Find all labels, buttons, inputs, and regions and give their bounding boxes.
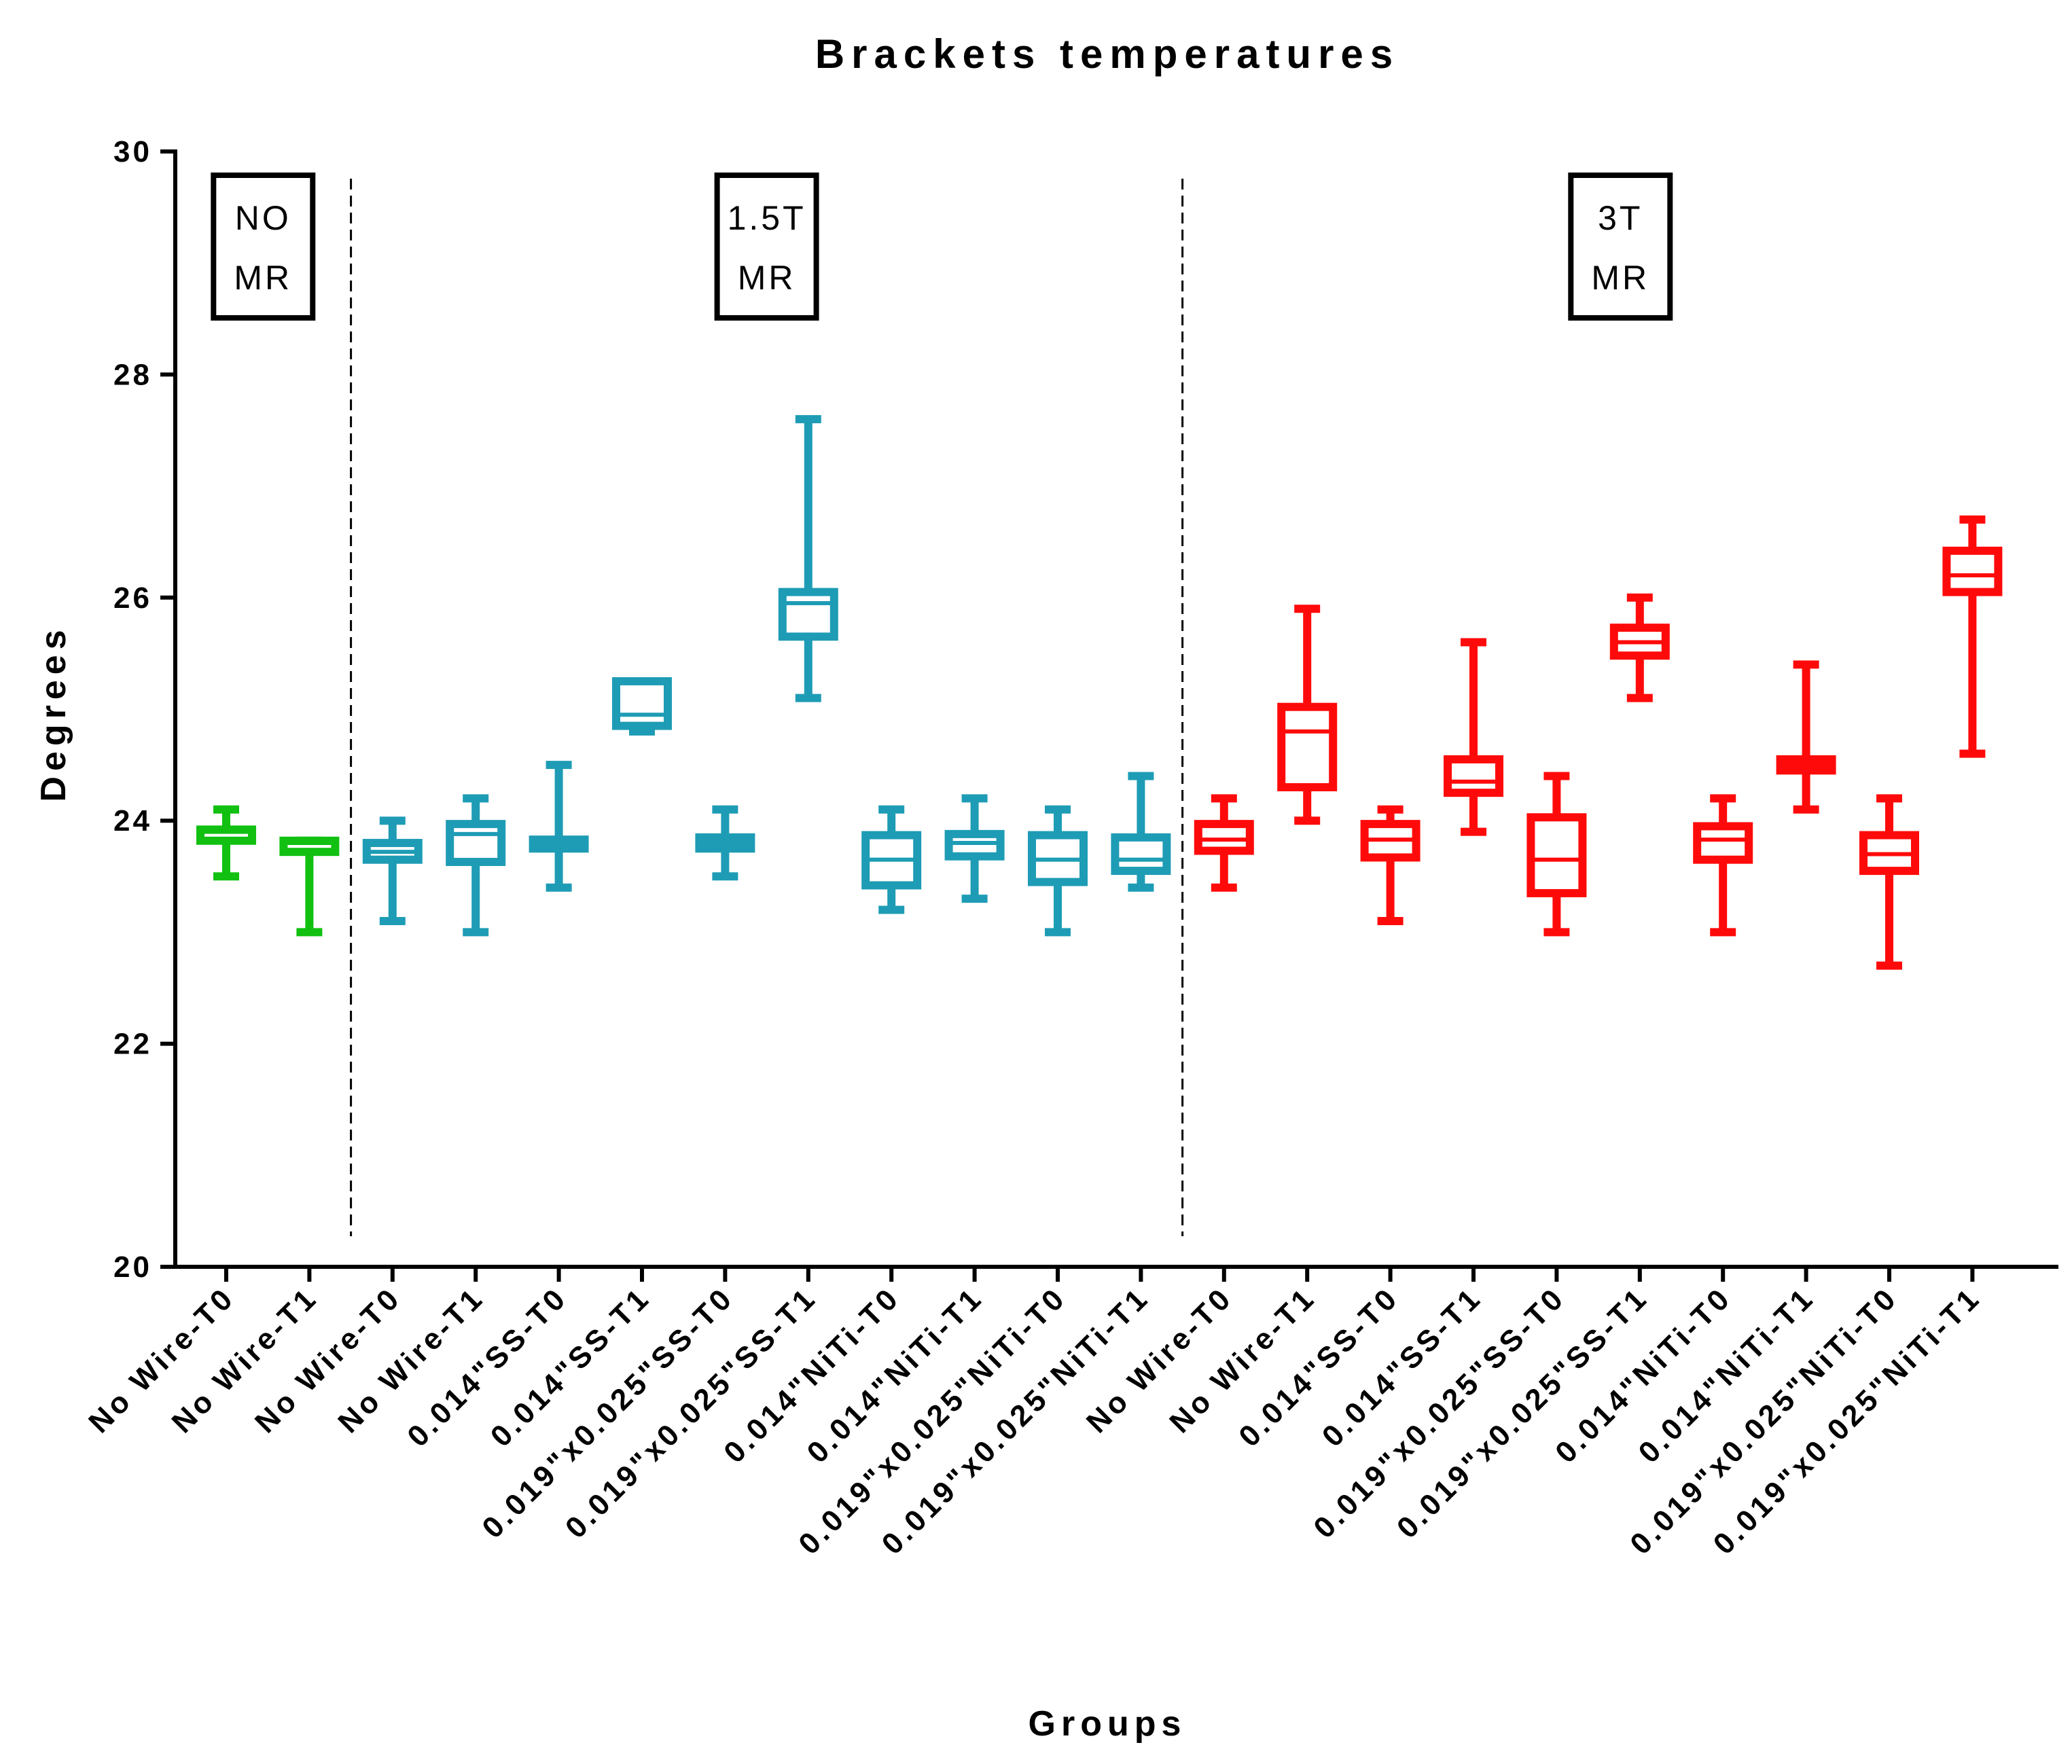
iqr-box xyxy=(1693,822,1753,864)
box-plot-22 xyxy=(1942,515,2003,758)
box-plot-15 xyxy=(1360,805,1421,925)
y-tick-label: 20 xyxy=(113,1250,152,1284)
group-label-text: 1.5T xyxy=(728,199,806,237)
box-plot-3 xyxy=(362,816,423,925)
group-label-text: MR xyxy=(1591,259,1649,297)
x-tick-label: No Wire-T1 xyxy=(166,1280,325,1439)
iqr-box xyxy=(1942,546,2003,596)
x-tick-label: No Wire-T1 xyxy=(1163,1280,1322,1439)
y-axis-label: Degrees xyxy=(34,624,73,802)
y-tick-label: 22 xyxy=(113,1028,152,1061)
group-label-box: 1.5T MR xyxy=(714,173,819,321)
iqr-box xyxy=(1111,833,1171,876)
box-plot-1 xyxy=(196,805,256,881)
axes: 20 22 24 26 28 30 xyxy=(113,135,2058,1284)
box-plot-21 xyxy=(1859,794,1919,970)
x-tick-label: No Wire-T0 xyxy=(1080,1280,1239,1439)
group-labels: NO MR 1.5T MR 3T MR xyxy=(211,173,1673,321)
y-tick-label: 28 xyxy=(113,358,152,391)
iqr-box xyxy=(1444,755,1503,797)
iqr-box xyxy=(944,829,1005,861)
x-tick-label: No Wire-T1 xyxy=(332,1280,490,1439)
chart-title: Brackets temperatures xyxy=(815,31,1399,77)
box-plot-5 xyxy=(529,761,589,892)
y-tick-label: 24 xyxy=(113,804,152,838)
y-tick-label: 30 xyxy=(113,135,152,168)
group-label-box: NO MR xyxy=(211,173,316,321)
box-plot-17 xyxy=(1526,772,1587,937)
box-plot-18 xyxy=(1609,593,1670,702)
box-plot-20 xyxy=(1776,660,1836,814)
iqr-box xyxy=(612,677,672,730)
box-plot-2 xyxy=(279,836,340,937)
box-plot-10 xyxy=(944,794,1005,903)
box-plot-4 xyxy=(446,794,506,937)
iqr-box xyxy=(1194,820,1254,855)
x-tick-label: No Wire-T0 xyxy=(82,1280,241,1439)
group-label-text: NO xyxy=(235,199,291,237)
box-plot-7 xyxy=(695,805,755,881)
plot-area xyxy=(196,415,2003,970)
iqr-box xyxy=(446,820,506,866)
group-label-text: MR xyxy=(234,259,292,297)
x-tick-label: No Wire-T0 xyxy=(249,1280,408,1439)
iqr-box xyxy=(1526,813,1587,897)
box-plot-11 xyxy=(1028,805,1088,937)
group-label-text: 3T xyxy=(1598,199,1643,237)
box-plot-9 xyxy=(861,805,922,914)
y-tick-label: 26 xyxy=(113,581,152,615)
box-plot-8 xyxy=(778,415,838,702)
group-label-frame xyxy=(714,173,819,321)
box-plot-16 xyxy=(1444,638,1503,836)
group-label-frame xyxy=(211,173,316,321)
box-plot-14 xyxy=(1277,605,1338,825)
iqr-box xyxy=(778,588,838,641)
box-plot-6 xyxy=(612,677,672,736)
box-plot-19 xyxy=(1693,794,1753,937)
group-label-frame xyxy=(1568,173,1673,321)
box-plot-12 xyxy=(1111,772,1171,892)
box-plot-13 xyxy=(1194,794,1254,892)
group-label-box: 3T MR xyxy=(1568,173,1673,321)
group-separators xyxy=(350,179,1184,1236)
group-label-text: MR xyxy=(738,259,796,297)
x-axis-label: Groups xyxy=(1029,1704,1187,1744)
iqr-box xyxy=(1277,702,1338,791)
